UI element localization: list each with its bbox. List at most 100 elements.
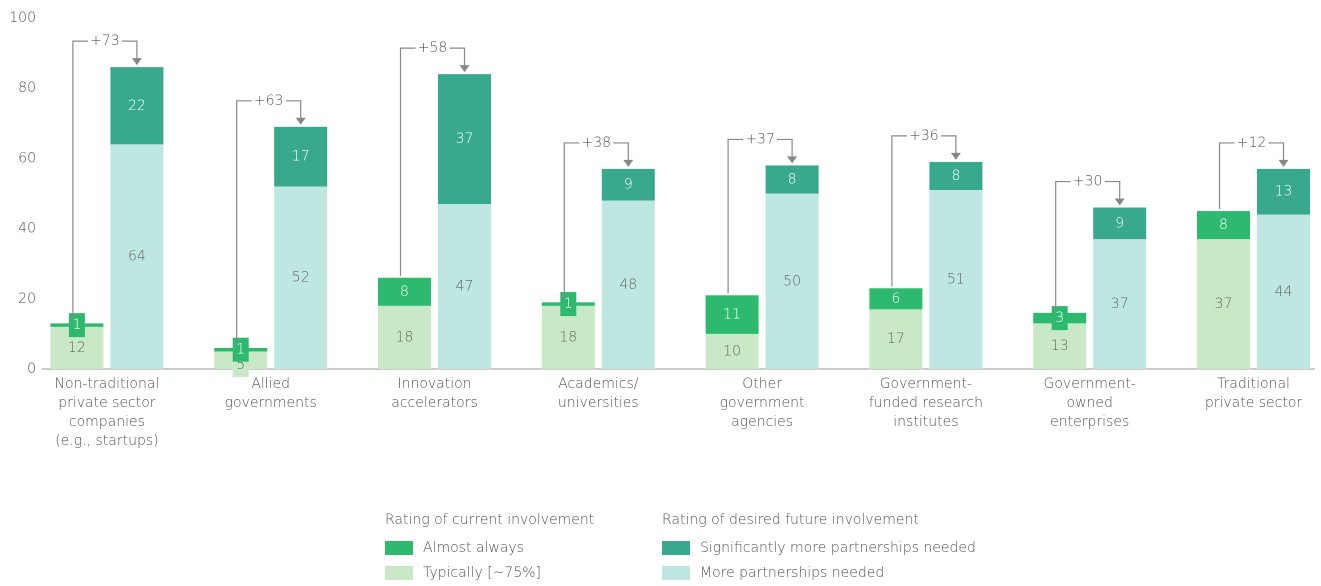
- x-tick-label: funded research: [869, 395, 983, 411]
- legend-label: Almost always: [423, 540, 524, 556]
- x-tick-label: accelerators: [391, 395, 478, 411]
- bar-segment: [765, 193, 819, 369]
- bar-segment: [1033, 323, 1087, 369]
- x-tick-label: (e.g., startups): [55, 433, 158, 449]
- value-label: 6: [891, 291, 900, 307]
- annotation-arrow: [787, 156, 798, 164]
- value-label: 48: [619, 277, 637, 293]
- x-tick-label: owned: [1067, 395, 1113, 411]
- annotation-bg: [743, 130, 778, 149]
- value-label: 9: [1115, 215, 1124, 231]
- y-tick-label: 40: [18, 221, 36, 237]
- value-label: 17: [292, 149, 310, 165]
- x-tick-label: private sector: [58, 395, 156, 411]
- bar-segment: [438, 204, 491, 369]
- bar-segment: [110, 67, 164, 145]
- bar-segment: [1257, 168, 1310, 215]
- annotation-arrow: [950, 152, 961, 160]
- legend-label: Typically [~75%]: [423, 565, 541, 581]
- legend-swatch: [385, 566, 413, 580]
- annotation: +12: [1237, 135, 1267, 151]
- x-tick-label: companies: [69, 414, 145, 430]
- annotation: +38: [582, 135, 612, 151]
- annotation-bg: [415, 39, 450, 58]
- legend-swatch: [662, 541, 690, 555]
- label-box: [1051, 306, 1068, 331]
- value-label: 37: [1215, 296, 1233, 312]
- legend-heading: Rating of current involvement: [385, 512, 594, 528]
- value-label: 50: [783, 273, 801, 289]
- x-tick-label: Innovation: [397, 376, 471, 392]
- value-label: 11: [723, 307, 741, 323]
- legend-swatch: [662, 566, 690, 580]
- value-label: 8: [788, 171, 797, 187]
- value-label: 3: [1055, 310, 1064, 326]
- value-label: 51: [947, 271, 965, 287]
- annotation-arrow: [623, 159, 634, 167]
- legend-label: Significantly more partnerships needed: [700, 540, 976, 556]
- annotation: +58: [418, 40, 448, 56]
- x-tick-label: institutes: [893, 414, 958, 430]
- annotation: +30: [1073, 174, 1103, 190]
- bar-segment: [1197, 211, 1250, 240]
- bar-segment: [1093, 239, 1147, 369]
- value-label: 5: [236, 357, 245, 373]
- value-label: 8: [951, 168, 960, 184]
- x-tick-label: enterprises: [1050, 414, 1129, 430]
- value-label: 1: [564, 296, 573, 312]
- bar-segment: [601, 168, 655, 201]
- bar-segment: [378, 277, 431, 306]
- annotation-bg: [87, 32, 122, 51]
- bar-segment: [274, 126, 328, 187]
- y-tick-label: 60: [18, 150, 36, 166]
- value-label: 1: [236, 342, 245, 358]
- x-tick-label: Non-traditional: [54, 376, 159, 392]
- y-tick-label: 0: [27, 361, 36, 377]
- annotation-bg: [906, 126, 941, 145]
- value-label: 12: [68, 340, 86, 356]
- annotation-bg: [1234, 133, 1269, 152]
- value-label: 22: [128, 98, 146, 114]
- annotation-bg: [579, 133, 614, 152]
- bar-segment: [869, 288, 923, 310]
- x-tick-label: Other: [742, 376, 782, 392]
- value-label: 13: [1051, 338, 1069, 354]
- value-label: 44: [1275, 284, 1293, 300]
- x-tick-label: Traditional: [1217, 376, 1290, 392]
- bar-segment: [1257, 214, 1310, 369]
- value-label: 1: [72, 317, 81, 333]
- legend-heading: Rating of desired future involvement: [662, 512, 919, 528]
- bar-segment: [601, 200, 655, 369]
- value-label: 52: [292, 270, 310, 286]
- annotation: +37: [745, 131, 775, 147]
- value-label: 8: [1219, 217, 1228, 233]
- value-label: 64: [128, 249, 146, 265]
- y-tick-label: 20: [18, 291, 36, 307]
- value-label: 17: [887, 331, 905, 347]
- x-tick-label: Allied: [251, 376, 290, 392]
- annotation: +73: [90, 33, 120, 49]
- bar-segment: [1093, 207, 1147, 240]
- bar-segment: [274, 186, 328, 369]
- annotation-bg: [251, 91, 286, 110]
- bar-segment: [110, 144, 164, 369]
- x-tick-label: Government-: [880, 376, 972, 392]
- x-tick-label: universities: [558, 395, 639, 411]
- bar-segment: [705, 295, 759, 334]
- value-label: 37: [1111, 296, 1129, 312]
- bar-segment: [869, 309, 923, 369]
- value-label: 47: [456, 279, 474, 295]
- bar-segment: [378, 305, 431, 369]
- annotation-arrow: [295, 117, 306, 125]
- value-label: 37: [456, 131, 474, 147]
- x-tick-label: Academics/: [558, 376, 639, 392]
- legend-label: More partnerships needed: [700, 565, 884, 581]
- bar-segment: [705, 333, 759, 369]
- value-label: 10: [723, 343, 741, 359]
- y-tick-label: 80: [18, 80, 36, 96]
- annotation-arrow: [131, 58, 142, 66]
- x-tick-label: agencies: [731, 414, 793, 430]
- annotation: +36: [909, 128, 939, 144]
- annotation-arrow: [459, 65, 470, 73]
